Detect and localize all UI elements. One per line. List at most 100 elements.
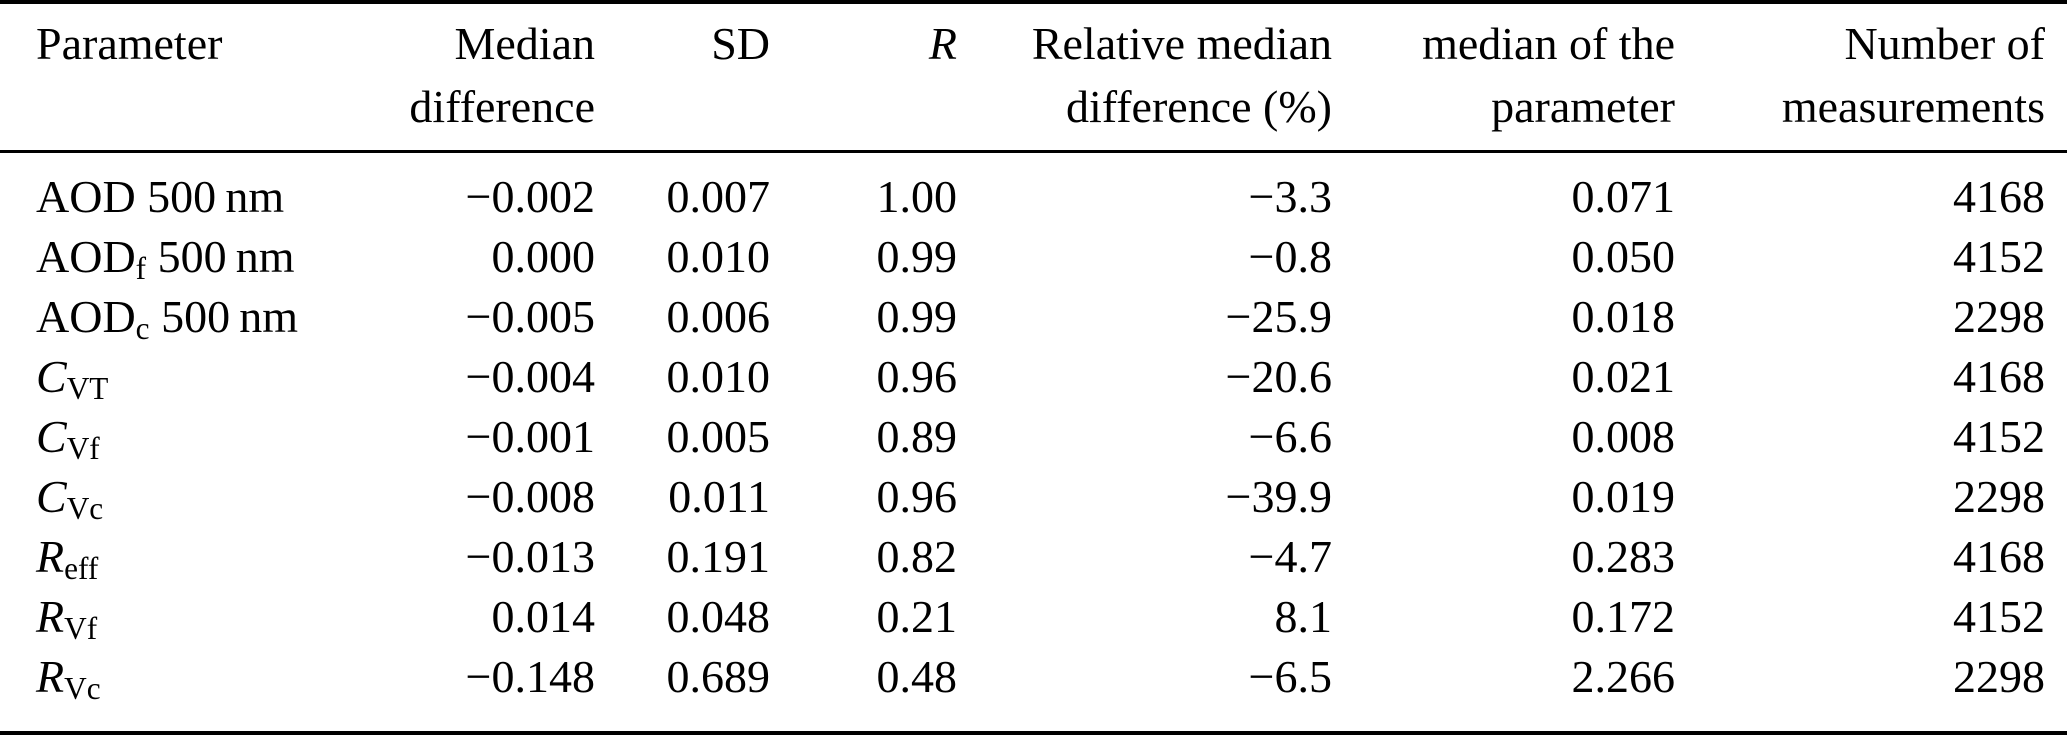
value-cell: 0.019 [1571,471,1676,522]
parameter-text: R [36,651,65,702]
table-row: Reff −0.013 0.191 0.82 −4.7 0.283 4168 [0,527,2067,587]
value-cell: 8.1 [1274,591,1333,642]
value-cell: 0.99 [876,291,958,342]
value-cell: −0.002 [465,171,595,222]
parameter-cell: RVc [0,647,385,733]
results-table: Parameter Median difference SD R Relativ… [0,0,2067,735]
value-cell: −20.6 [1225,351,1332,402]
parameter-subscript: eff [64,550,99,586]
value-cell: 2.266 [1571,651,1676,702]
value-cell: −0.013 [465,531,595,582]
value-cell: 0.006 [666,291,771,342]
value-cell: −0.8 [1248,231,1332,282]
table-row: AOD 500 nm −0.002 0.007 1.00 −3.3 0.071 4168 [0,152,2067,228]
column-header-median-difference: Median difference [385,2,595,152]
header-line: Number of [1844,18,2045,69]
table-row: AODf 500 nm 0.000 0.010 0.99 −0.8 0.050 4152 [0,227,2067,287]
header-line: Relative median [1031,18,1332,69]
value-cell: 0.021 [1571,351,1676,402]
value-cell: −0.005 [465,291,595,342]
value-cell: 0.82 [876,531,958,582]
value-cell: 0.011 [668,471,770,522]
column-header-relative-median-difference: Relative median difference (%) [957,2,1332,152]
parameter-text: 500 nm [149,291,299,342]
parameter-subscript: Vc [64,670,101,706]
parameter-text: AOD [36,291,136,342]
parameter-text: C [36,351,67,402]
table-row: CVf −0.001 0.005 0.89 −6.6 0.008 4152 [0,407,2067,467]
value-cell: 2298 [1953,471,2045,522]
parameter-text: 500 nm [146,231,295,282]
value-cell: 1.00 [876,171,958,222]
parameter-cell: Reff [0,527,385,587]
table-row: CVT −0.004 0.010 0.96 −20.6 0.021 4168 [0,347,2067,407]
parameter-text: R [36,591,65,642]
value-cell: 2298 [1953,291,2045,342]
value-cell: 0.018 [1571,291,1676,342]
value-cell: 4168 [1953,171,2045,222]
value-cell: −4.7 [1248,531,1332,582]
value-cell: −0.008 [465,471,595,522]
table-body: AOD 500 nm −0.002 0.007 1.00 −3.3 0.071 4168 AO… [0,152,2067,734]
value-cell: 4152 [1953,231,2045,282]
value-cell: −3.3 [1248,171,1332,222]
header-line: median of the [1422,18,1675,69]
value-cell: −0.148 [465,651,595,702]
value-cell: 4152 [1953,591,2045,642]
value-cell: 4168 [1953,531,2045,582]
header-row: Parameter Median difference SD R Relativ… [0,2,2067,152]
parameter-text: C [36,411,67,462]
parameter-text: AOD 500 nm [36,171,285,222]
parameter-subscript: VT [66,370,109,406]
parameter-subscript: Vf [66,430,100,466]
header-line: parameter [1491,81,1675,132]
value-cell: 0.050 [1571,231,1676,282]
value-cell: 0.48 [876,651,958,702]
value-cell: −0.004 [465,351,595,402]
value-cell: 0.96 [876,471,958,522]
value-cell: −6.5 [1248,651,1332,702]
parameter-cell: AODf 500 nm [0,227,385,287]
value-cell: 4152 [1953,411,2045,462]
parameter-text: C [36,471,67,522]
value-cell: 0.010 [666,231,771,282]
value-cell: 0.008 [1571,411,1676,462]
value-cell: 2298 [1953,651,2045,702]
value-cell: 0.014 [491,591,596,642]
header-line: measurements [1781,81,2045,132]
parameter-subscript: Vc [66,490,104,526]
value-cell: 0.010 [666,351,771,402]
column-header-r: R [770,2,957,152]
value-cell: 0.071 [1571,171,1676,222]
column-header-median-of-parameter: median of the parameter [1332,2,1675,152]
table-row: RVf 0.014 0.048 0.21 8.1 0.172 4152 [0,587,2067,647]
parameter-cell: AODc 500 nm [0,287,385,347]
value-cell: 0.191 [666,531,771,582]
value-cell: 0.048 [666,591,771,642]
value-cell: 0.99 [876,231,958,282]
header-line: difference [409,81,595,132]
header-line: SD [711,18,770,69]
parameter-cell: CVT [0,347,385,407]
parameter-subscript: Vf [64,610,98,646]
value-cell: 0.21 [876,591,958,642]
parameter-cell: AOD 500 nm [0,152,385,228]
parameter-cell: RVf [0,587,385,647]
value-cell: 0.96 [876,351,958,402]
column-header-parameter: Parameter [0,2,385,152]
parameter-subscript: c [135,310,150,346]
table-row: AODc 500 nm −0.005 0.006 0.99 −25.9 0.018 2298 [0,287,2067,347]
value-cell: −25.9 [1225,291,1332,342]
table-row: RVc −0.148 0.689 0.48 −6.5 2.266 2298 [0,647,2067,733]
parameter-cell: CVc [0,467,385,527]
value-cell: 0.283 [1571,531,1676,582]
parameter-text: R [36,531,65,582]
value-cell: 0.689 [666,651,771,702]
column-header-sd: SD [595,2,770,152]
value-cell: −39.9 [1225,471,1332,522]
header-line: Parameter [36,18,223,69]
value-cell: 0.005 [666,411,771,462]
value-cell: 4168 [1953,351,2045,402]
value-cell: −6.6 [1248,411,1332,462]
header-line: Median [454,18,595,69]
